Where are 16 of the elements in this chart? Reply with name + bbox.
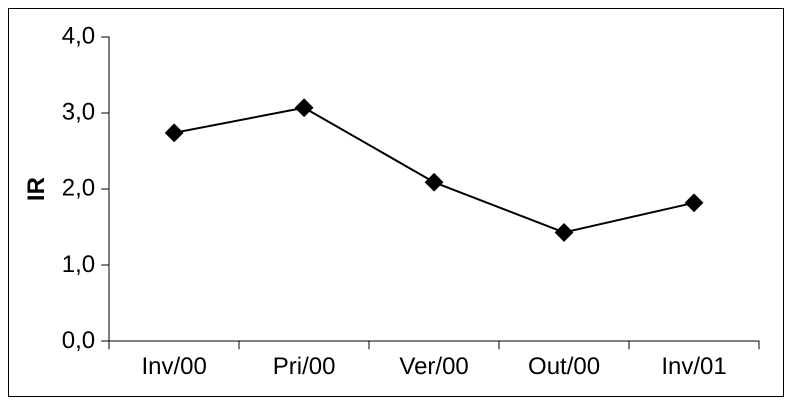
point [425,173,444,192]
x-tick-label: Pri/00 [272,353,336,380]
point [685,194,704,212]
x-tick-label: Ver/00 [399,353,469,380]
point [165,124,184,142]
x-tick-label: Inv/00 [141,353,207,380]
y-tick-label: 1,0 [62,250,96,278]
x-tick-label: Inv/01 [661,353,727,380]
y-tick-label: 0,0 [62,326,96,354]
point [555,223,574,242]
point [295,98,314,117]
y-axis-title: IR [23,177,50,202]
x-tick-label: Out/00 [528,353,600,380]
y-tick-label: 4,0 [62,22,96,50]
y-tick-label: 3,0 [62,98,96,126]
y-tick-label: 2,0 [62,174,96,202]
